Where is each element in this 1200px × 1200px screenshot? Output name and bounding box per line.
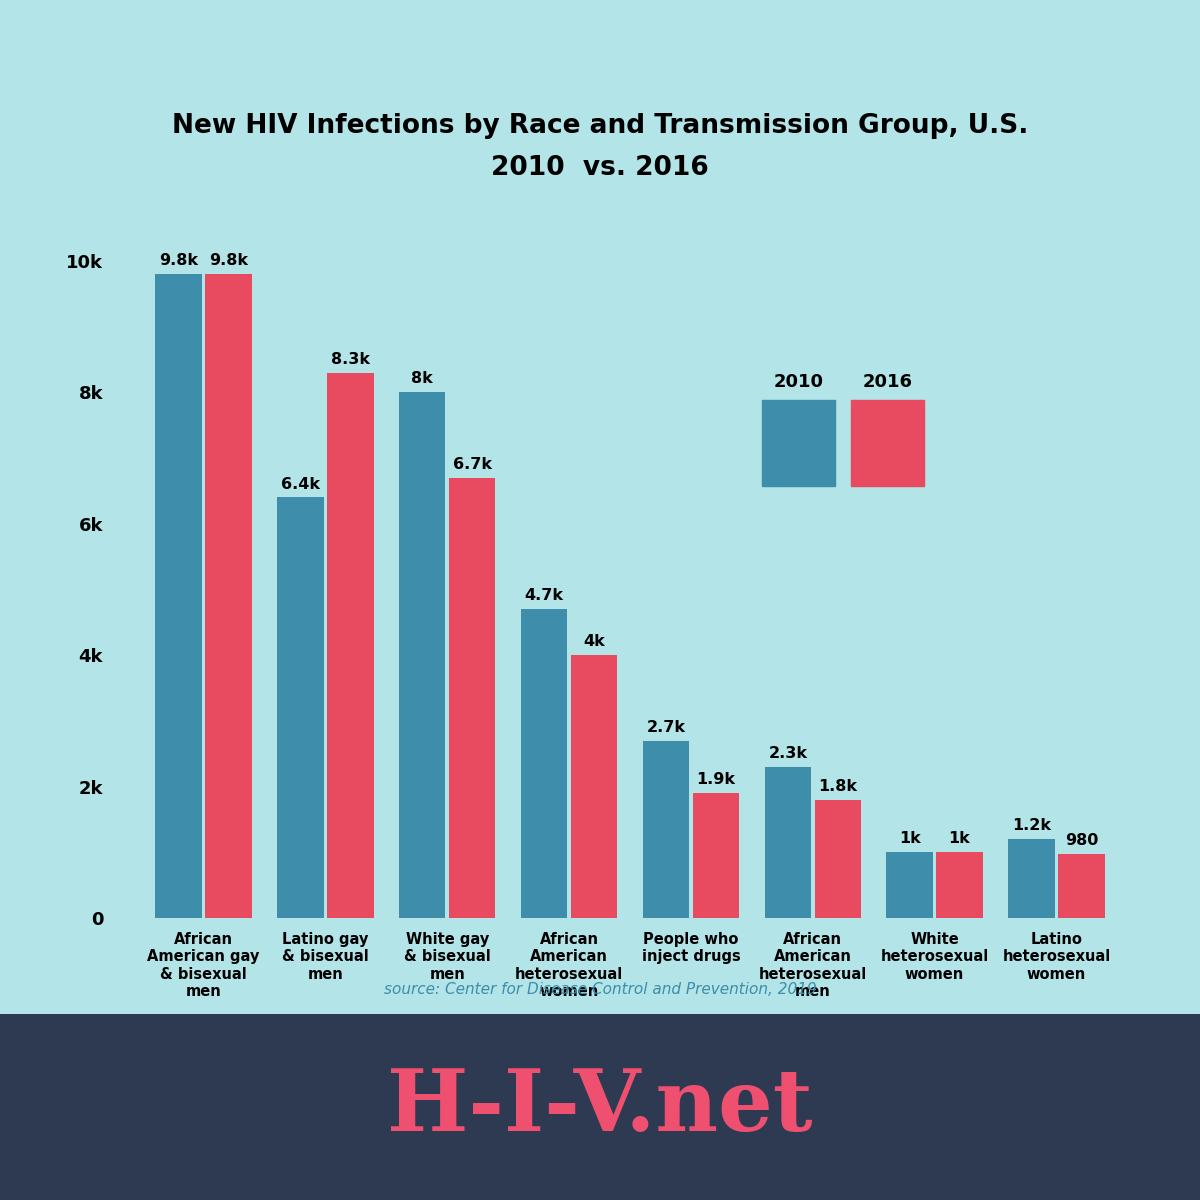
Text: New HIV Infections by Race and Transmission Group, U.S.: New HIV Infections by Race and Transmiss… xyxy=(172,113,1028,139)
Bar xyxy=(851,400,924,486)
Bar xyxy=(1008,839,1055,918)
Bar xyxy=(205,274,252,918)
Text: 8k: 8k xyxy=(412,371,433,386)
Text: 1k: 1k xyxy=(949,832,971,846)
Text: 2.3k: 2.3k xyxy=(768,746,808,761)
Text: 6.4k: 6.4k xyxy=(281,476,320,492)
Text: 6.7k: 6.7k xyxy=(452,457,492,472)
Text: 1.2k: 1.2k xyxy=(1012,818,1051,833)
Bar xyxy=(521,610,568,918)
Bar xyxy=(936,852,983,918)
Bar xyxy=(277,498,324,918)
Text: 4k: 4k xyxy=(583,635,605,649)
Text: 2.7k: 2.7k xyxy=(647,720,685,734)
Text: source: Center for Disease Control and Prevention, 2019: source: Center for Disease Control and P… xyxy=(384,983,816,997)
Bar xyxy=(815,799,860,918)
Bar xyxy=(643,740,689,918)
Text: H-I-V.net: H-I-V.net xyxy=(388,1066,812,1150)
Bar xyxy=(764,767,811,918)
Text: 2016: 2016 xyxy=(863,373,912,391)
Bar xyxy=(1058,853,1104,918)
Bar xyxy=(692,793,739,918)
Text: 1.8k: 1.8k xyxy=(818,779,857,794)
Text: 2010: 2010 xyxy=(774,373,823,391)
Text: 9.8k: 9.8k xyxy=(160,253,198,268)
Bar xyxy=(887,852,932,918)
Bar xyxy=(400,392,445,918)
Text: 8.3k: 8.3k xyxy=(331,352,370,367)
Text: 2010  vs. 2016: 2010 vs. 2016 xyxy=(491,155,709,181)
Text: 1k: 1k xyxy=(899,832,920,846)
Text: 1.9k: 1.9k xyxy=(696,773,736,787)
Bar xyxy=(762,400,835,486)
Text: 980: 980 xyxy=(1064,833,1098,847)
Bar xyxy=(449,478,496,918)
Text: 4.7k: 4.7k xyxy=(524,588,564,604)
Bar xyxy=(156,274,202,918)
Text: 9.8k: 9.8k xyxy=(209,253,248,268)
Bar xyxy=(571,655,617,918)
Bar xyxy=(328,372,373,918)
